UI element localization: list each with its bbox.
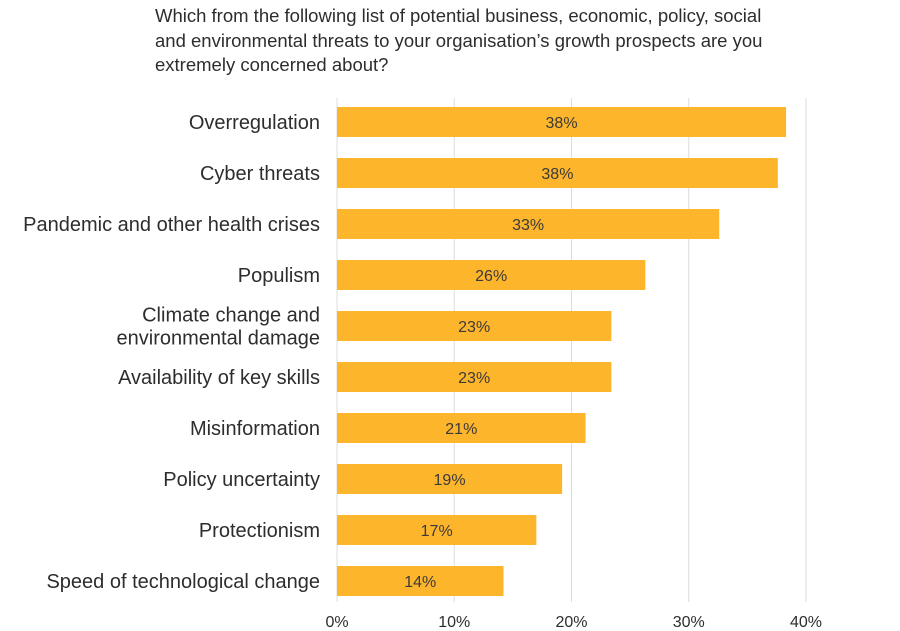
category-label: Protectionism [199,520,320,542]
bars [337,107,787,596]
category-label: Overregulation [189,112,320,134]
bar [337,464,563,494]
bar [337,362,612,392]
category-label: Speed of technological change [46,571,320,593]
chart-title: Which from the following list of potenti… [155,5,763,75]
value-labels: 38% 38% 33% 26% 23% 23% 21% 19% 17% 14% [404,115,577,591]
data-label: 17% [421,523,453,540]
x-tick-label: 10% [438,614,470,631]
x-tick-label: 20% [555,614,587,631]
category-label: Availability of key skills [118,367,320,389]
data-label: 26% [475,268,507,285]
data-label: 33% [512,217,544,234]
data-label: 38% [546,115,578,132]
category-labels: Overregulation Cyber threats Pandemic and … [23,112,320,593]
category-label: Misinformation [190,418,320,440]
bar [337,107,787,137]
data-label: 14% [404,574,436,591]
bar [337,209,720,239]
data-label: 19% [434,472,466,489]
data-label: 38% [541,166,573,183]
bar [337,260,646,290]
bar [337,566,504,596]
bar [337,413,586,443]
bar [337,158,778,188]
category-label: Policy uncertainty [163,469,320,491]
data-label: 21% [445,421,477,438]
category-label: Climate change and environmental damage [117,305,320,350]
data-label: 23% [458,370,490,387]
data-label: 23% [458,319,490,336]
bar [337,311,612,341]
x-tick-label: 40% [790,614,822,631]
x-tick-label: 30% [673,614,705,631]
x-tick-label: 0% [325,614,348,631]
category-label: Populism [238,265,320,287]
category-label: Pandemic and other health crises [23,214,320,236]
category-label: Cyber threats [200,163,320,185]
bar [337,515,537,545]
x-axis-ticks: 0% 10% 20% 30% 40% [325,614,822,631]
